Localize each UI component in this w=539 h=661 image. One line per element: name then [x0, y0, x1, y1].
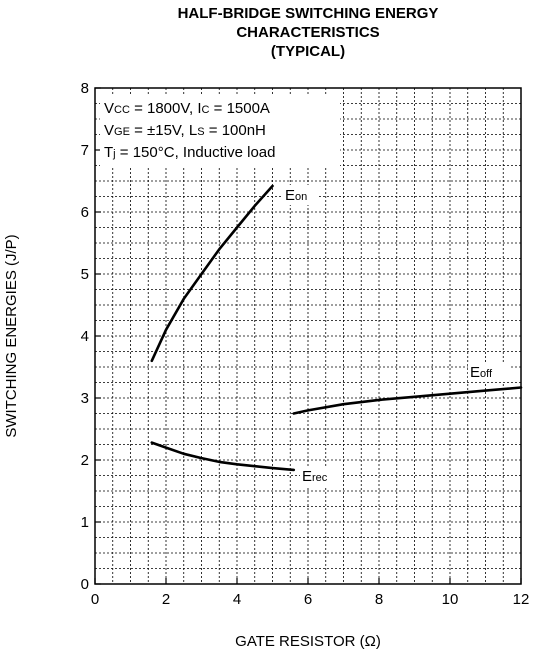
series-label-subscript: rec [312, 472, 328, 484]
y-tick-label: 8 [81, 80, 89, 97]
condition-text: = 1500A [209, 100, 269, 117]
condition-text: T [104, 144, 113, 161]
condition-text: = ±15V, L [130, 122, 197, 139]
chart-title-line-2: CHARACTERISTICS [236, 24, 380, 41]
condition-text: V [104, 122, 114, 139]
y-axis-label: SWITCHING ENERGIES (J/P) [3, 234, 20, 437]
y-tick-label: 1 [81, 514, 89, 531]
x-tick-label: 12 [513, 591, 530, 608]
series-line-eoff [292, 386, 523, 415]
chart-title-line-3: (TYPICAL) [270, 43, 346, 60]
condition-text: = 100nH [205, 122, 266, 139]
series-line-eon [150, 184, 274, 363]
y-tick-label: 7 [81, 142, 89, 159]
y-tick-label: 4 [81, 328, 89, 345]
conditions-box [100, 95, 340, 167]
series-label-erec: Erec [302, 468, 328, 485]
condition-line: VCC = 1800V, IC = 1500A [104, 100, 270, 117]
series-label-background [300, 466, 342, 486]
condition-subscript: S [197, 126, 204, 138]
x-tick-label: 8 [375, 591, 383, 608]
y-tick-label: 6 [81, 204, 89, 221]
y-tick-label: 5 [81, 266, 89, 283]
chart-title-line-1: HALF-BRIDGE SWITCHING ENERGY [177, 5, 439, 22]
condition-line: Tj = 150°C, Inductive load [104, 144, 275, 161]
condition-text: = 150°C, Inductive load [116, 144, 276, 161]
series-label-main: E [302, 468, 312, 485]
y-tick-label: 0 [81, 576, 89, 593]
x-axis-label: GATE RESISTOR (Ω) [235, 633, 381, 650]
x-tick-label: 2 [162, 591, 170, 608]
x-tick-label: 0 [91, 591, 99, 608]
condition-text: V [104, 100, 114, 117]
series-label-subscript: on [295, 191, 307, 203]
x-tick-label: 4 [233, 591, 241, 608]
series-label-subscript: off [480, 368, 493, 380]
condition-line: VGE = ±15V, LS = 100nH [104, 122, 266, 139]
x-tick-label: 6 [304, 591, 312, 608]
series-line-erec [150, 441, 296, 472]
series-label-main: E [285, 187, 295, 204]
series-label-background [468, 362, 510, 382]
condition-subscript: CC [114, 104, 130, 116]
y-tick-label: 3 [81, 390, 89, 407]
series-label-eoff: Eoff [470, 364, 493, 381]
series-label-eon: Eon [285, 187, 307, 204]
series-label-main: E [470, 364, 480, 381]
condition-subscript: C [202, 104, 210, 116]
condition-text: = 1800V, I [130, 100, 202, 117]
y-tick-label: 2 [81, 452, 89, 469]
condition-subscript: GE [114, 126, 130, 138]
series-label-background [283, 185, 319, 205]
x-tick-label: 10 [442, 591, 459, 608]
condition-subscript: j [112, 148, 115, 160]
